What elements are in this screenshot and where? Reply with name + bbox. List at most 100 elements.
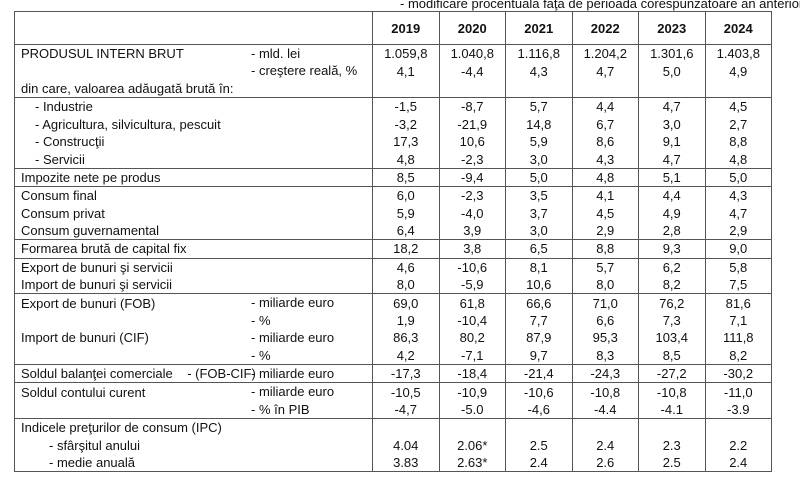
row-label-cell: Soldul balanţei comerciale - (FOB-CIF) - … [14, 364, 373, 383]
table-row: Import de bunuri (CIF) - miliarde euro 86,… [14, 329, 772, 347]
value-cell: 1.403,8 [704, 44, 772, 63]
value-cell: 6,2 [638, 257, 706, 277]
value-cell: -10,8 [571, 382, 639, 401]
row-label: Consum final [21, 188, 97, 204]
row-label-cell: - Agricultura, silvicultura, pescuit [14, 115, 373, 133]
value-cell: 7,3 [638, 311, 706, 330]
value-cell: -5,9 [438, 276, 506, 294]
value-cell: 7,1 [704, 311, 772, 330]
value-cell: 9,3 [638, 239, 706, 259]
year-header: 2024 [704, 11, 772, 45]
value-cell: 4,1 [571, 186, 639, 205]
value-cell: 6,5 [505, 239, 573, 259]
row-unit: - creştere reală, % [251, 63, 358, 79]
row-label-cell: Impozite nete pe produs [14, 167, 373, 187]
table-row: Impozite nete pe produs 8,5 -9,4 5,0 4,8 5,1 5… [14, 167, 772, 187]
row-label: - Industrie [35, 99, 93, 115]
row-label-cell: Export de bunuri (FOB) - miliarde euro [14, 293, 373, 312]
row-label: Consum privat [21, 205, 105, 221]
row-label-cell: Consum privat [14, 204, 373, 222]
year-header: 2019 [372, 11, 440, 45]
value-cell: 1.116,8 [505, 44, 573, 63]
value-cell: 1.204,2 [571, 44, 639, 63]
row-label: Export de bunuri şi servicii [21, 259, 173, 275]
value-cell [704, 418, 772, 437]
value-cell: 4,9 [704, 62, 772, 80]
value-cell: 5,0 [638, 62, 706, 80]
value-cell: 4,7 [571, 62, 639, 80]
table-row: Export de bunuri (FOB) - miliarde euro 69,… [14, 293, 772, 312]
table-row: Consum final 6,0 -2,3 3,5 4,1 4,4 4,3 [14, 186, 772, 205]
value-cell: 6,0 [372, 186, 440, 205]
table-row: - Agricultura, silvicultura, pescuit -3,2… [14, 115, 772, 133]
value-cell: 8,0 [372, 276, 440, 294]
value-cell: 4,6 [372, 257, 440, 277]
table-row: Formarea brută de capital fix 18,2 3,8 6,5 8… [14, 239, 772, 259]
row-label-cell: Soldul contului curent - miliarde euro [14, 382, 373, 401]
row-label-cell: Import de bunuri şi servicii [14, 276, 373, 294]
value-cell: -27,2 [638, 364, 706, 383]
value-cell: -1,5 [372, 97, 440, 116]
table-row: Soldul contului curent - miliarde euro -10… [14, 382, 772, 401]
value-cell: 5,1 [638, 167, 706, 187]
value-cell: 1.059,8 [372, 44, 440, 63]
row-unit: - miliarde euro [251, 384, 335, 400]
row-unit: - mld. lei [251, 46, 301, 61]
value-cell: 9,1 [638, 132, 706, 151]
row-label: PRODUSUL INTERN BRUT [21, 46, 184, 62]
value-cell [571, 79, 639, 98]
value-cell: 61,8 [438, 293, 506, 312]
year-header: 2021 [505, 11, 573, 45]
value-cell: 5,9 [505, 132, 573, 151]
value-cell: 4.04 [372, 436, 440, 454]
value-cell: 3,7 [505, 204, 573, 222]
value-cell: 80,2 [438, 329, 506, 347]
row-label-cell: Export de bunuri şi servicii [14, 257, 373, 277]
value-cell: 2.4 [571, 436, 639, 454]
value-cell: -30,2 [704, 364, 772, 383]
value-cell [638, 418, 706, 437]
value-cell: 5,8 [704, 257, 772, 277]
value-cell: -4,4 [438, 62, 506, 80]
value-cell: 103,4 [638, 329, 706, 347]
row-label-cell: - creştere reală, % [14, 62, 373, 80]
value-cell: -2,3 [438, 150, 506, 169]
row-label-cell: Consum guvernamental [14, 221, 373, 240]
row-label: Import de bunuri şi servicii [21, 277, 172, 293]
row-label: Indicele preţurilor de consum (IPC) [21, 420, 222, 436]
value-cell: 1,9 [372, 311, 440, 330]
row-label-cell: Consum final [14, 186, 373, 205]
value-cell: 4,7 [704, 204, 772, 222]
value-cell: 4,4 [571, 97, 639, 116]
value-cell: 4,8 [571, 167, 639, 187]
value-cell: 8,8 [571, 239, 639, 259]
row-label-cell: - Industrie [14, 97, 373, 116]
row-label-cell: din care, valoarea adăugată brută în: [14, 79, 373, 98]
value-cell: 14,8 [505, 115, 573, 133]
row-label: - medie anuală [49, 455, 135, 471]
value-cell: 4,8 [704, 150, 772, 169]
table-row: Consum privat 5,9 -4,0 3,7 4,5 4,9 4,7 [14, 204, 772, 222]
value-cell: -10,8 [638, 382, 706, 401]
value-cell: 2.5 [638, 453, 706, 473]
value-cell: 8,2 [638, 276, 706, 294]
value-cell: 3,0 [638, 115, 706, 133]
row-label: - Agricultura, silvicultura, pescuit [35, 116, 221, 132]
table-row: PRODUSUL INTERN BRUT - mld. lei 1.059,8 1.0… [14, 44, 772, 63]
row-unit: - % [251, 347, 271, 363]
value-cell: -3.9 [704, 400, 772, 419]
value-cell: -4,7 [372, 400, 440, 419]
table-row: - medie anuală 3.83 2.63* 2.4 2.6 2.5 2.4 [14, 453, 772, 473]
value-cell: 6,7 [571, 115, 639, 133]
value-cell: 5,0 [505, 167, 573, 187]
row-label-cell: - % [14, 346, 373, 365]
row-label-cell: Formarea brută de capital fix [14, 239, 373, 259]
value-cell: 2.6 [571, 453, 639, 473]
year-header: 2023 [638, 11, 706, 45]
value-cell: 3,0 [505, 221, 573, 240]
value-cell [438, 79, 506, 98]
value-cell: 4,8 [372, 150, 440, 169]
header-label-cell [14, 11, 373, 45]
row-label-cell: - % în PIB [14, 400, 373, 419]
value-cell: 8,1 [505, 257, 573, 277]
